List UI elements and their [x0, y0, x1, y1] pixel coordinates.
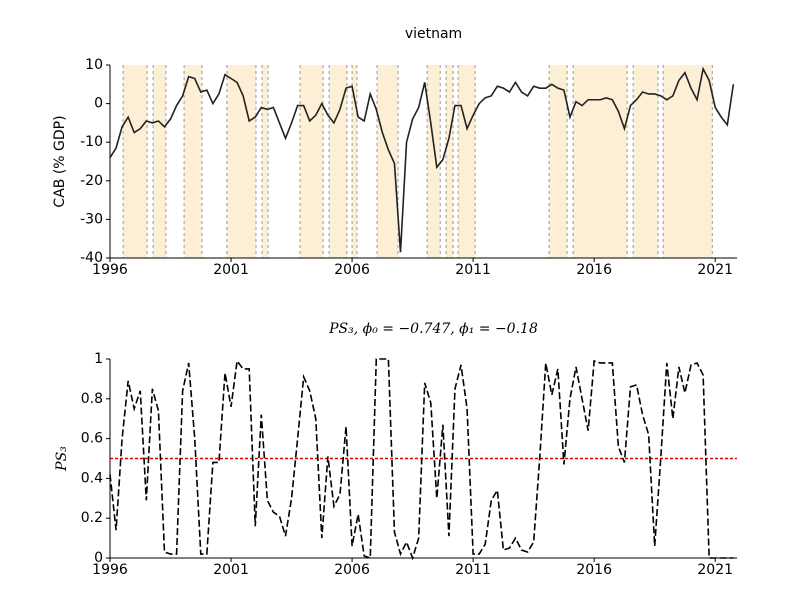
y-tick-label: 0 [94, 96, 103, 112]
y-tick-label: -10 [80, 134, 103, 150]
y-tick-label: 0 [94, 550, 103, 566]
x-tick-label: 2021 [697, 262, 733, 278]
y-axis-label: CAB (% GDP) [52, 115, 68, 207]
x-tick-label: 2021 [697, 562, 733, 578]
y-tick-label: 10 [85, 57, 103, 73]
series-line [109, 66, 735, 253]
shaded-region [633, 65, 659, 258]
x-tick-label: 1996 [92, 262, 128, 278]
y-tick-label: 0.6 [81, 431, 103, 447]
series-line [109, 358, 734, 561]
shaded-region [377, 65, 399, 258]
x-tick-label: 2001 [213, 262, 249, 278]
y-tick-label: -40 [80, 250, 103, 266]
x-tick-label: 1996 [92, 562, 128, 578]
shaded-region [329, 65, 348, 258]
chart-title: vietnam [405, 26, 462, 42]
x-tick-label: 2011 [455, 562, 491, 578]
shaded-region [226, 65, 256, 258]
shaded-region [446, 65, 454, 258]
y-tick-label: 0.4 [81, 470, 103, 486]
y-tick-label: -30 [80, 211, 103, 227]
shaded-region [262, 65, 269, 258]
shaded-region [153, 65, 166, 258]
shaded-region [300, 65, 324, 258]
y-tick-label: 0.2 [81, 510, 103, 526]
shaded-region [663, 65, 713, 258]
y-tick-label: 0.8 [81, 391, 103, 407]
shaded-region [427, 65, 441, 258]
shaded-region [184, 65, 202, 258]
shaded-region [352, 65, 357, 258]
x-tick-label: 2016 [576, 262, 612, 278]
shaded-region [549, 65, 568, 258]
shaded-region [123, 65, 148, 258]
x-tick-label: 2001 [213, 562, 249, 578]
y-axis-label: PS₃ [54, 446, 70, 472]
y-tick-label: 1 [94, 351, 103, 367]
x-tick-label: 2006 [334, 262, 370, 278]
shaded-region [573, 65, 628, 258]
x-tick-label: 2016 [576, 562, 612, 578]
x-tick-label: 2006 [334, 562, 370, 578]
x-tick-label: 2011 [455, 262, 491, 278]
shaded-region [458, 65, 476, 258]
y-tick-label: -20 [80, 173, 103, 189]
chart-title: PS₃, ϕ₀ = −0.747, ϕ₁ = −0.18 [328, 321, 538, 337]
